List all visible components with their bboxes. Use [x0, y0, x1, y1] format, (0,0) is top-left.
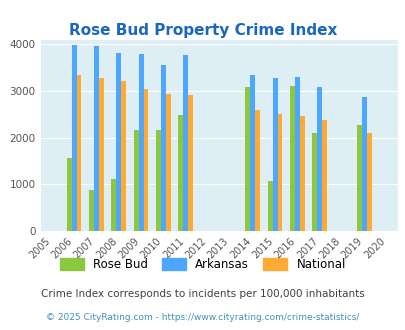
Bar: [289, 86, 294, 231]
Bar: [116, 53, 121, 231]
Bar: [89, 190, 94, 231]
Bar: [249, 75, 255, 231]
Bar: [272, 78, 277, 231]
Bar: [121, 81, 126, 231]
Bar: [245, 87, 249, 231]
Bar: [366, 133, 371, 231]
Bar: [138, 54, 143, 231]
Text: Rose Bud Property Crime Index: Rose Bud Property Crime Index: [68, 23, 337, 38]
Bar: [322, 120, 326, 231]
Text: Crime Index corresponds to incidents per 100,000 inhabitants: Crime Index corresponds to incidents per…: [41, 289, 364, 299]
Bar: [133, 130, 138, 231]
Bar: [188, 95, 193, 231]
Bar: [356, 125, 361, 231]
Text: © 2025 CityRating.com - https://www.cityrating.com/crime-statistics/: © 2025 CityRating.com - https://www.city…: [46, 313, 359, 322]
Bar: [143, 89, 148, 231]
Bar: [94, 46, 99, 231]
Bar: [299, 116, 304, 231]
Bar: [156, 130, 160, 231]
Bar: [361, 97, 366, 231]
Bar: [255, 110, 260, 231]
Bar: [99, 78, 104, 231]
Bar: [66, 158, 71, 231]
Bar: [267, 181, 272, 231]
Bar: [311, 133, 316, 231]
Bar: [277, 114, 282, 231]
Bar: [294, 78, 299, 231]
Bar: [178, 115, 183, 231]
Bar: [166, 94, 171, 231]
Bar: [111, 179, 116, 231]
Bar: [160, 65, 166, 231]
Bar: [77, 75, 81, 231]
Bar: [71, 45, 77, 231]
Bar: [316, 87, 322, 231]
Bar: [183, 55, 188, 231]
Legend: Rose Bud, Arkansas, National: Rose Bud, Arkansas, National: [55, 253, 350, 276]
